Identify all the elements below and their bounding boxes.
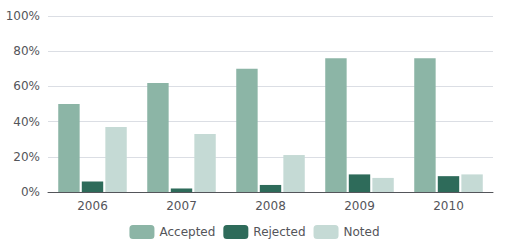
- svg-text:Rejected: Rejected: [253, 225, 305, 239]
- svg-text:80%: 80%: [13, 44, 40, 58]
- svg-text:Noted: Noted: [344, 225, 380, 239]
- svg-text:40%: 40%: [13, 115, 40, 129]
- svg-text:2006: 2006: [77, 199, 108, 213]
- svg-text:2009: 2009: [344, 199, 375, 213]
- svg-text:100%: 100%: [6, 9, 40, 23]
- svg-text:2008: 2008: [255, 199, 286, 213]
- svg-text:2010: 2010: [433, 199, 464, 213]
- svg-text:0%: 0%: [21, 185, 40, 199]
- svg-text:2007: 2007: [166, 199, 197, 213]
- svg-text:20%: 20%: [13, 150, 40, 164]
- svg-text:Accepted: Accepted: [159, 225, 215, 239]
- svg-text:60%: 60%: [13, 79, 40, 93]
